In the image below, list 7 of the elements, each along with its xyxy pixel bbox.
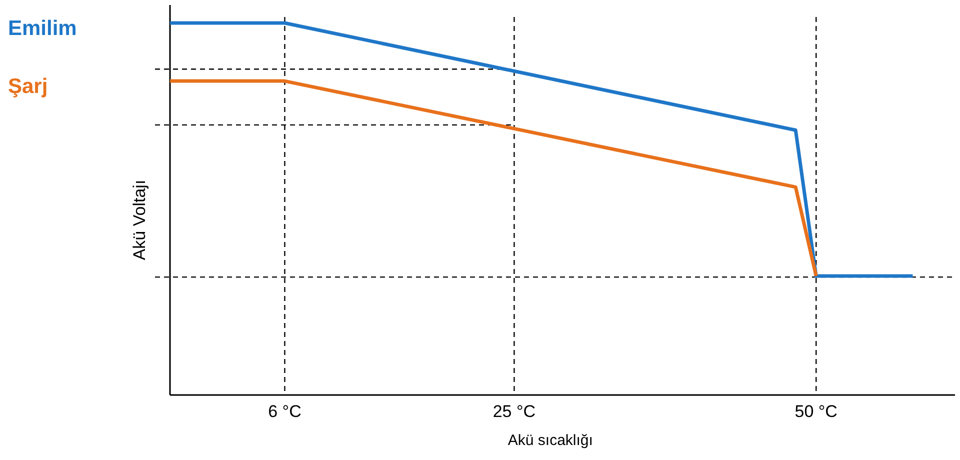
y-axis-title: Akü Voltajı	[130, 180, 149, 260]
x-tick-label: 25 °C	[492, 402, 536, 422]
x-tick-label: 50 °C	[794, 402, 838, 422]
x-axis-title: Akü sıcaklığı	[508, 432, 593, 449]
text: Şarj	[8, 75, 48, 98]
text: Emilim	[8, 17, 77, 40]
x-tick-label: 6 °C	[268, 402, 302, 422]
